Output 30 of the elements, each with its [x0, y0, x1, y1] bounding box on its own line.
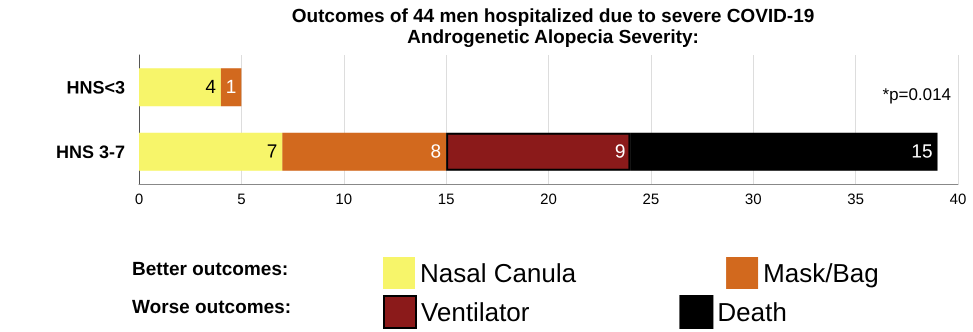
- x-tick-label: 25: [642, 191, 660, 208]
- x-tick-label: 0: [134, 191, 144, 208]
- y-tick-label: HNS<3: [66, 77, 125, 98]
- x-tick-label: 20: [540, 191, 557, 208]
- bar: [220, 68, 242, 106]
- data-label: 7: [266, 141, 278, 162]
- text: Better outcomes:: [132, 259, 288, 280]
- data-label: 8: [430, 141, 442, 162]
- data-label: 1: [226, 76, 236, 98]
- legend-label: Mask/Bag: [763, 258, 879, 288]
- bar: [139, 132, 282, 171]
- bar: [282, 132, 446, 171]
- x-tick-label: 10: [335, 191, 352, 208]
- data-label: 15: [911, 141, 933, 162]
- x-tick-label: 30: [744, 191, 762, 208]
- text: Worse outcomes:: [132, 297, 292, 318]
- x-tick-label: 15: [438, 191, 454, 208]
- annotation: *p=0.014: [882, 85, 952, 104]
- bar: [139, 68, 221, 106]
- data-label: 4: [205, 76, 216, 98]
- legend-label: Nasal Canula: [420, 258, 577, 288]
- x-tick-label: 5: [237, 191, 246, 208]
- x-tick-label: 40: [950, 191, 966, 208]
- x-tick-label: 35: [847, 191, 864, 208]
- data-label: 9: [614, 141, 626, 162]
- chart-subtitle: Androgenetic Alopecia Severity:: [407, 27, 699, 48]
- legend-label: Ventilator: [421, 297, 530, 327]
- legend-label: Death: [717, 297, 787, 327]
- y-tick-label: HNS 3-7: [56, 142, 125, 162]
- chart-title: Outcomes of 44 men hospitalized due to severe COVID-19: [292, 6, 814, 27]
